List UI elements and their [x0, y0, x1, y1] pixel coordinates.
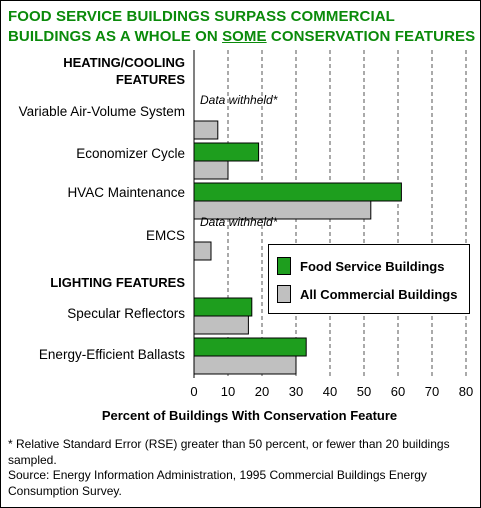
x-tick-label: 30 — [288, 384, 304, 399]
category-label-emcs: EMCS — [145, 228, 185, 243]
x-tick-label: 60 — [390, 384, 406, 399]
x-tick-label: 50 — [356, 384, 372, 399]
bar-all-commercial — [193, 120, 219, 140]
legend-label-all: All Commercial Buildings — [300, 286, 458, 302]
category-label-economizer: Economizer Cycle — [76, 146, 185, 161]
annotation-data-withheld-emcs: Data withheld* — [200, 215, 278, 229]
category-label-vav: Variable Air-Volume System — [18, 104, 185, 119]
legend: Food Service Buildings All Commercial Bu… — [268, 244, 470, 314]
x-axis-label: Percent of Buildings With Conservation F… — [101, 408, 398, 423]
source-note: Source: Energy Information Administratio… — [8, 468, 427, 498]
title-line-2-post: CONSERVATION FEATURES — [266, 28, 476, 45]
x-tick-label: 40 — [322, 384, 338, 399]
section-heating-cooling-line2: FEATURES — [115, 72, 185, 87]
category-label-hvac: HVAC Maintenance — [67, 185, 185, 200]
bar-all-commercial — [193, 355, 297, 375]
notes: * Relative Standard Error (RSE) greater … — [8, 437, 478, 499]
legend-swatch-food — [277, 257, 291, 275]
bar-all-commercial — [193, 315, 249, 335]
footnote: * Relative Standard Error (RSE) greater … — [8, 437, 450, 467]
title-line-1: FOOD SERVICE BUILDINGS SURPASS COMMERCIA… — [8, 8, 395, 25]
x-tick-label: 70 — [424, 384, 440, 399]
legend-swatch-all — [277, 285, 291, 303]
title-emphasis: SOME — [222, 28, 267, 45]
bar-all-commercial — [193, 241, 212, 261]
bar-food-service — [193, 337, 307, 357]
x-tick-label: 10 — [220, 384, 236, 399]
x-tick-label: 80 — [458, 384, 474, 399]
annotation-data-withheld-vav: Data withheld* — [200, 93, 278, 107]
section-lighting: LIGHTING FEATURES — [50, 274, 185, 291]
bar-all-commercial — [193, 160, 229, 180]
legend-item-food: Food Service Buildings — [277, 257, 444, 275]
legend-label-food: Food Service Buildings — [300, 258, 445, 274]
category-label-reflectors: Specular Reflectors — [67, 306, 185, 321]
title-line-2-pre: BUILDINGS AS A WHOLE ON — [8, 28, 223, 45]
chart-title: FOOD SERVICE BUILDINGS SURPASS COMMERCIA… — [8, 7, 478, 47]
section-lighting-line1: LIGHTING FEATURES — [50, 275, 185, 290]
bar-all-commercial — [193, 200, 372, 220]
bar-food-service — [193, 297, 253, 317]
bar-food-service — [193, 182, 402, 202]
x-tick-label: 0 — [190, 384, 198, 399]
section-heating-cooling: HEATING/COOLING FEATURES — [63, 54, 185, 88]
section-heating-cooling-line1: HEATING/COOLING — [63, 55, 185, 70]
x-tick-label: 20 — [254, 384, 270, 399]
legend-item-all: All Commercial Buildings — [277, 285, 457, 303]
category-label-ballasts: Energy-Efficient Ballasts — [38, 347, 185, 362]
bar-food-service — [193, 142, 260, 162]
title-line-2: BUILDINGS AS A WHOLE ON SOME CONSERVATIO… — [8, 27, 478, 47]
